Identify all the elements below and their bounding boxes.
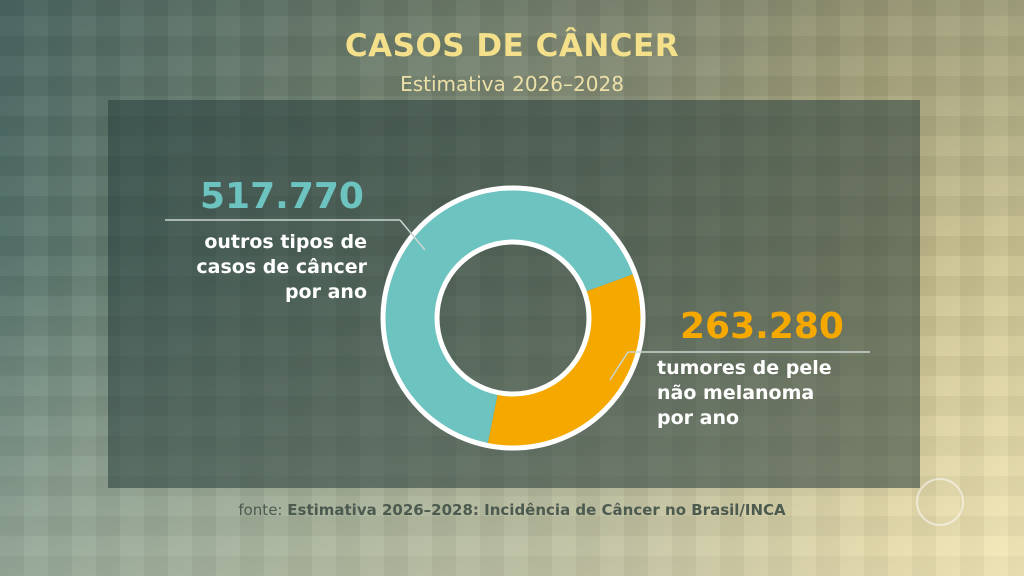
slice-teal xyxy=(384,189,634,444)
source-prefix: fonte: xyxy=(238,501,283,519)
source-text: Estimativa 2026–2028: Incidência de Cânc… xyxy=(287,501,786,519)
label-line: casos de câncer xyxy=(196,256,367,278)
slice-value-teal: 517.770 xyxy=(200,176,364,217)
chart-subtitle: Estimativa 2026–2028 xyxy=(400,72,624,96)
label-line: não melanoma xyxy=(657,382,815,404)
slice-orange xyxy=(487,274,641,446)
slice-label-teal: outros tipos de casos de câncer por ano xyxy=(196,230,367,305)
slice-label-orange: tumores de pele não melanoma por ano xyxy=(657,356,832,431)
source-note: fonte: Estimativa 2026–2028: Incidência … xyxy=(0,501,1024,519)
broadcaster-logo xyxy=(916,478,964,526)
label-line: por ano xyxy=(284,281,367,303)
chart-title: CASOS DE CÂNCER xyxy=(344,28,680,64)
leader-line-teal-tick xyxy=(399,219,426,251)
label-line: por ano xyxy=(657,407,740,429)
label-line: tumores de pele xyxy=(657,357,832,379)
label-line: outros tipos de xyxy=(204,231,367,253)
donut-outer-ring xyxy=(380,185,646,451)
slice-value-orange: 263.280 xyxy=(680,306,844,347)
leader-line-orange-tick xyxy=(609,351,629,381)
donut-inner-ring xyxy=(434,239,592,397)
